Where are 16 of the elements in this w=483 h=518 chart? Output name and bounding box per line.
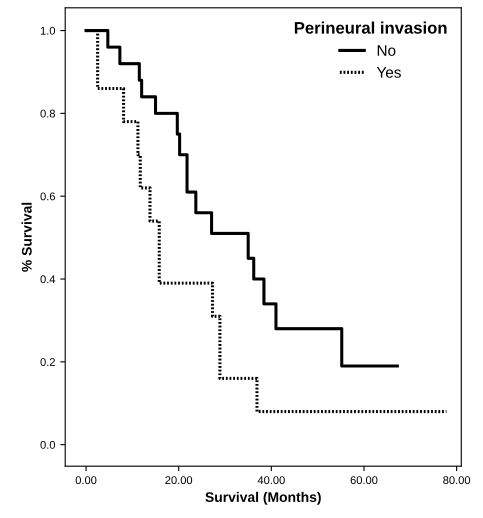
x-tick-label: 0.00 xyxy=(76,476,96,484)
legend-label: Yes xyxy=(376,67,401,78)
legend-title: Perineural invasion xyxy=(294,22,446,34)
x-tick-label: 40.00 xyxy=(258,476,285,484)
y-tick-label: 0.0 xyxy=(40,440,56,449)
y-tick-label: 0.4 xyxy=(40,275,56,284)
x-tick-label: 80.00 xyxy=(443,476,470,484)
legend-label: No xyxy=(378,45,396,56)
y-tick-label: 0.2 xyxy=(40,358,55,366)
y-tick-label: 0.6 xyxy=(40,192,55,200)
x-tick-label: 20.00 xyxy=(165,476,192,484)
y-tick-label: 0.8 xyxy=(40,110,55,118)
y-tick-label: 1.0 xyxy=(40,26,56,35)
x-tick-label: 60.00 xyxy=(350,476,378,484)
y-axis-title: % Survival xyxy=(22,202,32,272)
x-axis-title: Survival (Months) xyxy=(205,492,321,505)
